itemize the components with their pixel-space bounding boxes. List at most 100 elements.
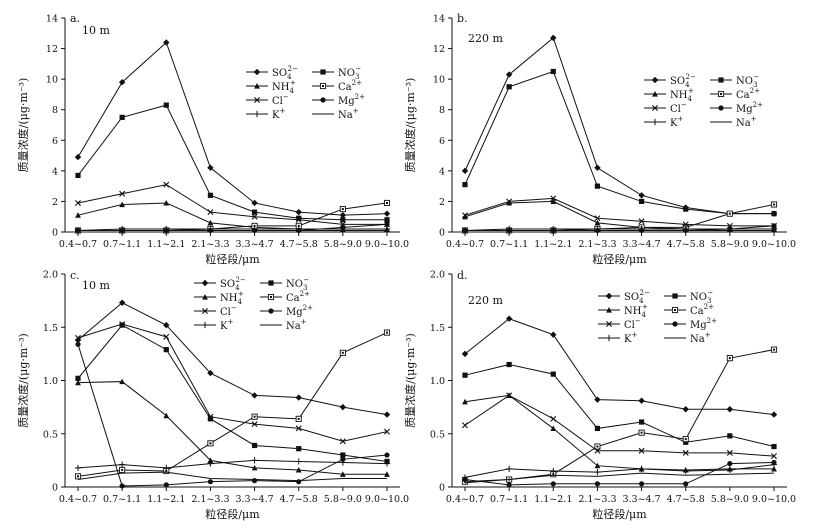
y-tick-label: 6 [439,136,445,147]
marker-x [594,215,601,222]
marker-diamond [550,331,557,338]
marker-square-open-dot [773,348,775,351]
marker-triangle [163,412,170,419]
x-tick-label: 0.4~0.7 [446,494,484,505]
marker-square [384,217,390,223]
marker-plus [119,225,126,233]
marker-plus [295,225,302,233]
marker-square [550,371,556,377]
legend-label: NH4+ [272,79,296,95]
series-Na [77,471,387,482]
marker-diamond [461,167,469,175]
marker-triangle [254,83,260,89]
marker-x [682,221,689,228]
marker-square-open-dot [253,415,256,418]
legend-label: Cl− [624,317,641,331]
marker-diamond [295,394,302,401]
marker-plus [163,225,170,233]
y-tick-label: 14 [46,14,58,25]
marker-diamond [638,192,645,199]
marker-triangle [462,398,468,405]
y-tick-label: 8 [439,105,445,116]
marker-square-open-dot [341,351,344,354]
marker-square [462,182,468,188]
legend-label: Mg2+ [338,93,365,107]
x-tick-label: 9.0~10.0 [365,239,409,250]
legend-label: K+ [220,318,233,332]
series-line [464,394,775,457]
marker-square-open-dot [121,468,124,471]
marker-square [251,209,258,215]
chart-panel-a: 0 2 4 6 8 10 12 14 0.4~0.7 0.7~1.1 1.1~2.1 2.1~3.3 3… [16,12,409,266]
series-Cl [462,392,777,460]
series-line [77,228,387,231]
marker-triangle [506,199,513,206]
marker-square [672,293,678,299]
marker-plus [726,466,733,474]
marker-triangle [550,425,557,432]
series-line [464,228,774,231]
marker-square-open-dot [386,331,388,334]
marker-x [202,308,208,314]
marker-square [340,452,346,458]
marker-square-open-dot [720,93,722,95]
marker-triangle [550,198,557,205]
marker-x [726,449,733,456]
marker-square [296,446,302,452]
marker-triangle [75,212,81,218]
marker-diamond [207,369,214,377]
marker-x [594,447,601,454]
marker-diamond [207,164,214,171]
marker-plus [163,464,170,471]
marker-circle [594,481,601,487]
series-line [464,318,775,416]
marker-plus [638,225,645,233]
series-line [464,197,774,227]
series-SO4 [461,34,778,217]
series-line [77,332,388,477]
marker-plus [638,465,645,472]
y-tick-label: 0.5 [43,429,58,440]
panel-label: a. [70,12,80,25]
y-axis-label: 质量浓度/(μg·m⁻³) [403,333,417,428]
marker-plus [339,459,346,466]
marker-diamond [74,153,82,161]
series-NO3 [462,361,777,450]
legend: SO42− NO3− NH4+ Ca2+ Cl− Mg2+ K+ Na+ [246,65,365,121]
legend: SO42− NO3− NH4+ Ca2+ Cl− Mg2+ K+ Na+ [644,73,763,129]
legend-label: SO42− [670,73,696,89]
marker-x [550,195,557,202]
series-Mg [462,459,777,488]
x-tick-label: 2.1~3.3 [578,494,616,505]
y-tick-label: 4 [52,166,58,177]
marker-x [652,105,658,111]
marker-plus [461,474,469,481]
series-K [461,225,778,234]
series-line [77,324,388,462]
series-SO4 [461,315,778,418]
series-line [77,381,387,475]
marker-square [119,114,125,120]
x-tick-label: 0.4~0.7 [446,239,484,250]
legend-label: K+ [670,115,683,129]
marker-plus [207,225,214,233]
marker-x [384,428,390,435]
marker-square [638,419,645,425]
marker-x [119,190,126,197]
legend: SO42− NO3− NH4+ Ca2+ Cl− Mg2+ K+ Na+ [194,276,313,332]
x-tick-label: 3.3~4.7 [622,239,660,250]
marker-x [506,198,513,205]
marker-circle [268,308,274,314]
marker-circle [163,482,169,488]
legend-label: Ca2+ [338,79,362,93]
legend-label: Ca2+ [690,303,714,317]
marker-diamond [251,392,258,399]
series-line [77,41,388,216]
height-label: 10 m [82,279,110,292]
marker-triangle [594,219,601,226]
marker-x [550,415,557,422]
marker-square-open-dot [684,438,687,441]
marker-triangle [771,465,777,472]
marker-circle [718,105,724,111]
marker-square-open-dot [773,203,775,206]
